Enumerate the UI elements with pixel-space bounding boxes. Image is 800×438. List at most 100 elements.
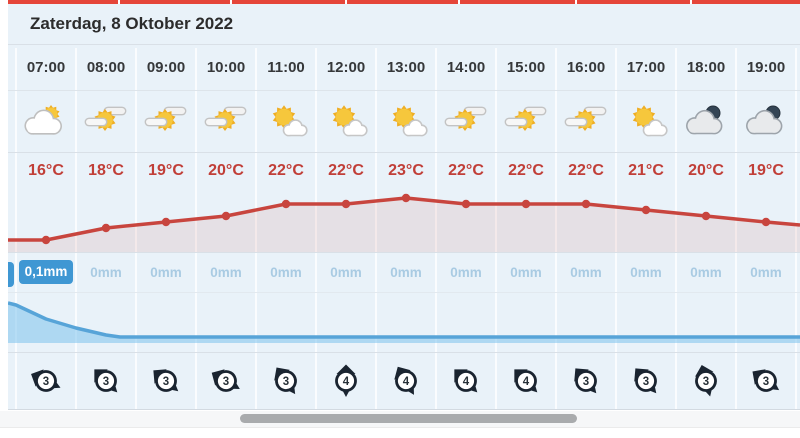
temp-value: 22°C xyxy=(568,162,604,179)
weather-icon-sun-with-clouds xyxy=(496,90,556,152)
temp-value: 16°C xyxy=(28,162,64,179)
precip-value: 0mm xyxy=(750,264,782,280)
column-divider xyxy=(555,48,557,410)
wind-indicator: 3 xyxy=(196,352,256,410)
precip-value: 0mm xyxy=(630,264,662,280)
weather-icon-sunny-small-cloud xyxy=(616,90,676,152)
temp-value: 18°C xyxy=(88,162,124,179)
svg-text:3: 3 xyxy=(163,376,169,388)
wind-indicator: 4 xyxy=(316,352,376,410)
weather-icon-moon-behind-cloud xyxy=(676,90,736,152)
svg-text:3: 3 xyxy=(763,376,769,388)
svg-text:3: 3 xyxy=(283,376,289,388)
column-divider xyxy=(675,48,677,410)
temp-value: 19°C xyxy=(148,162,184,179)
wind-indicator: 3 xyxy=(16,352,76,410)
svg-text:3: 3 xyxy=(223,376,229,388)
weather-icon-sunny-small-cloud xyxy=(256,90,316,152)
svg-text:4: 4 xyxy=(523,376,530,388)
precip-value: 0mm xyxy=(330,264,362,280)
precip-value: 0mm xyxy=(570,264,602,280)
horizontal-scrollbar-thumb[interactable] xyxy=(240,414,577,423)
wind-row: 3 3 3 3 3 4 4 4 4 3 3 3 3 xyxy=(8,352,800,410)
weather-icons-row xyxy=(8,90,800,152)
svg-text:4: 4 xyxy=(403,376,410,388)
temp-value: 20°C xyxy=(208,162,244,179)
precip-value: 0mm xyxy=(150,264,182,280)
time-cell: 19:00 xyxy=(746,58,786,76)
row-border xyxy=(8,90,800,91)
precip-value: 0mm xyxy=(90,264,122,280)
wind-indicator: 3 xyxy=(616,352,676,410)
day-tab-separator xyxy=(345,0,347,4)
svg-text:3: 3 xyxy=(643,376,649,388)
wind-indicator: 3 xyxy=(76,352,136,410)
row-border xyxy=(8,152,800,153)
precipitation-chart xyxy=(8,301,800,343)
time-cell: 15:00 xyxy=(506,58,546,76)
svg-text:3: 3 xyxy=(703,376,709,388)
precip-value: 0mm xyxy=(390,264,422,280)
time-cell: 11:00 xyxy=(267,58,305,76)
forecast-panel: Zaterdag, 8 Oktober 2022 07:00 08:00 09:00… xyxy=(8,0,800,410)
time-cell: 08:00 xyxy=(86,58,126,76)
precipitation-row: 0,1mm 0mm 0mm 0mm 0mm 0mm 0mm 0mm 0mm 0mm 0mm 0mm 0m… xyxy=(8,252,800,292)
day-tab-separator xyxy=(118,0,120,4)
column-divider xyxy=(255,48,257,410)
weather-icon-sun-with-clouds xyxy=(76,90,136,152)
weather-icon-sun-with-clouds xyxy=(556,90,616,152)
column-divider xyxy=(315,48,317,410)
column-divider xyxy=(75,48,77,410)
precip-value-badge: 0,1mm xyxy=(16,252,76,292)
precip-value: 0mm xyxy=(690,264,722,280)
precip-value: 0mm xyxy=(270,264,302,280)
row-border xyxy=(8,252,800,253)
temp-value: 22°C xyxy=(508,162,544,179)
temp-value: 20°C xyxy=(688,162,724,179)
weather-icon-sun-behind-cloud xyxy=(16,90,76,152)
svg-text:3: 3 xyxy=(103,376,109,388)
day-tab-accent-bar xyxy=(8,0,800,4)
temperature-row: 16°C 18°C 19°C 20°C 22°C 22°C 23°C 22°C 22°C 22°C… xyxy=(8,152,800,190)
precip-badge: 0,1mm xyxy=(18,259,74,285)
day-tab-separator xyxy=(690,0,692,4)
row-border xyxy=(8,409,800,410)
wind-indicator: 3 xyxy=(736,352,796,410)
svg-text:3: 3 xyxy=(43,376,49,388)
time-row: 07:00 08:00 09:00 10:00 11:00 12:00 13:00 14:00… xyxy=(8,44,800,90)
wind-indicator: 3 xyxy=(256,352,316,410)
column-divider xyxy=(195,48,197,410)
time-cell: 12:00 xyxy=(326,58,366,76)
wind-indicator: 4 xyxy=(436,352,496,410)
horizontal-scrollbar-track[interactable] xyxy=(0,411,800,428)
column-divider xyxy=(795,48,797,410)
temperature-chart xyxy=(8,193,800,252)
weather-icon-sun-with-clouds xyxy=(196,90,256,152)
precip-value: 0mm xyxy=(450,264,482,280)
precip-value: 0mm xyxy=(210,264,242,280)
weather-icon-sunny-small-cloud xyxy=(376,90,436,152)
weather-icon-sunny-small-cloud xyxy=(316,90,376,152)
wind-indicator: 3 xyxy=(556,352,616,410)
time-cell: 16:00 xyxy=(566,58,606,76)
weather-icon-moon-behind-cloud xyxy=(736,90,796,152)
svg-text:4: 4 xyxy=(463,376,470,388)
column-divider xyxy=(615,48,617,410)
row-border xyxy=(8,352,800,353)
temp-value: 23°C xyxy=(388,162,424,179)
prev-hour-precip-badge-clipped xyxy=(8,262,14,287)
temp-value: 22°C xyxy=(328,162,364,179)
column-divider xyxy=(495,48,497,410)
temp-value: 21°C xyxy=(628,162,664,179)
precip-value: 0mm xyxy=(510,264,542,280)
svg-text:3: 3 xyxy=(583,376,589,388)
column-divider xyxy=(735,48,737,410)
column-divider xyxy=(135,48,137,410)
date-title: Zaterdag, 8 Oktober 2022 xyxy=(30,14,234,33)
temp-value: 19°C xyxy=(748,162,784,179)
date-header: Zaterdag, 8 Oktober 2022 xyxy=(8,4,233,44)
column-divider xyxy=(15,48,17,410)
weather-icon-sun-with-clouds xyxy=(136,90,196,152)
wind-indicator: 4 xyxy=(496,352,556,410)
time-cell: 14:00 xyxy=(446,58,486,76)
